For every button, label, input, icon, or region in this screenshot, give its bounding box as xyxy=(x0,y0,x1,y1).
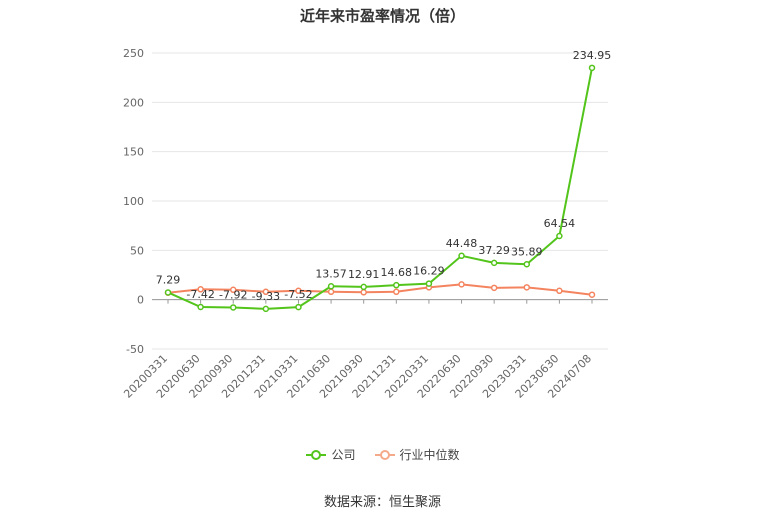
data-label: -7.92 xyxy=(219,288,247,301)
y-tick-label: 50 xyxy=(130,244,144,257)
legend-label-company: 公司 xyxy=(331,448,356,462)
y-tick-label: 250 xyxy=(123,47,144,60)
data-label: 234.95 xyxy=(573,49,612,62)
data-point-industry xyxy=(327,288,335,296)
legend-item-industry[interactable]: 行业中位数 xyxy=(374,446,460,463)
data-point-company xyxy=(490,259,498,267)
legend-label-industry: 行业中位数 xyxy=(399,448,460,462)
data-label: 13.57 xyxy=(315,267,347,280)
data-label: 12.91 xyxy=(348,268,380,281)
data-point-company xyxy=(229,304,237,311)
chart-title: 近年来市盈率情况（倍） xyxy=(299,7,465,25)
legend-marker-industry xyxy=(374,449,395,460)
data-point-industry xyxy=(197,286,204,293)
data-source: 数据来源：恒生聚源 xyxy=(323,495,441,510)
data-label: -9.33 xyxy=(252,290,280,303)
data-point-industry xyxy=(393,288,400,296)
data-point-company xyxy=(197,303,204,311)
y-tick-label: 0 xyxy=(137,294,144,307)
data-point-company xyxy=(164,289,172,296)
y-tick-label: 150 xyxy=(123,146,144,159)
series-line-company xyxy=(167,67,593,310)
data-point-industry xyxy=(295,287,302,295)
data-point-industry xyxy=(360,289,367,296)
legend-marker-company xyxy=(306,449,327,460)
data-point-company xyxy=(360,283,367,291)
data-point-industry xyxy=(262,288,270,296)
data-point-company xyxy=(556,232,563,240)
data-label: 35.89 xyxy=(511,245,543,258)
data-label: -7.52 xyxy=(284,288,312,301)
data-point-company xyxy=(588,64,596,72)
data-point-industry xyxy=(556,287,563,295)
data-point-company xyxy=(393,281,400,289)
y-tick-label: 100 xyxy=(123,195,144,208)
series-line-industry xyxy=(167,283,593,296)
data-point-company xyxy=(262,305,270,313)
data-point-industry xyxy=(490,284,498,292)
data-label: 7.29 xyxy=(156,273,181,286)
data-point-company xyxy=(458,252,465,260)
data-label: 64.54 xyxy=(544,217,576,230)
data-point-company xyxy=(425,280,433,287)
legend: 公司 行业中位数 xyxy=(0,446,765,463)
data-label: 16.29 xyxy=(413,265,445,278)
data-point-company xyxy=(295,303,302,311)
data-label: 14.68 xyxy=(381,266,413,279)
data-point-company xyxy=(327,283,335,290)
data-label: 44.48 xyxy=(446,237,478,250)
y-tick-label: 200 xyxy=(123,96,144,109)
data-label: -7.42 xyxy=(186,288,214,301)
data-point-industry xyxy=(588,291,596,298)
data-label: 37.29 xyxy=(478,244,510,257)
data-point-industry xyxy=(523,284,531,291)
data-point-industry xyxy=(458,281,465,288)
legend-item-company[interactable]: 公司 xyxy=(305,446,356,463)
data-point-industry xyxy=(229,286,237,294)
y-tick-label: -50 xyxy=(126,343,144,356)
data-point-company xyxy=(523,261,531,268)
